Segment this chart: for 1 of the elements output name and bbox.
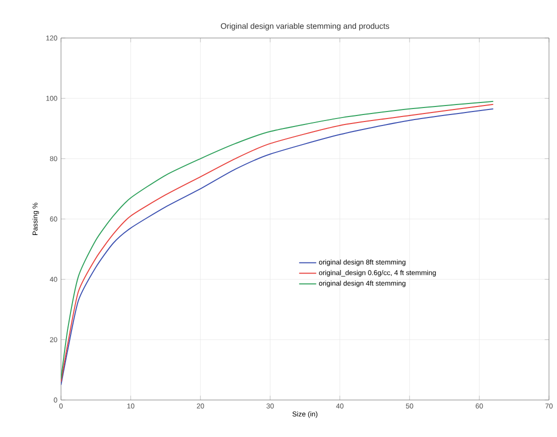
- chart-title: Original design variable stemming and products: [220, 23, 390, 30]
